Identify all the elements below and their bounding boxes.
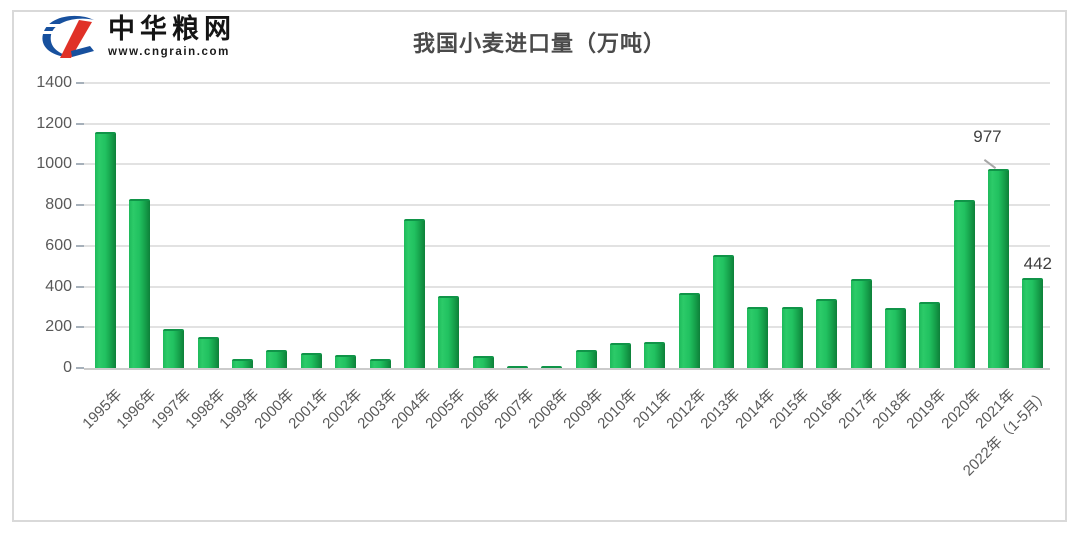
y-axis-tick-0 xyxy=(76,367,84,369)
y-axis-tick-200 xyxy=(76,326,84,329)
bar-2010年 xyxy=(610,342,632,368)
bar-2019年 xyxy=(919,301,941,368)
gridline-400 xyxy=(84,285,1050,288)
cngrain-logo: 中华粮网 www.cngrain.com xyxy=(38,13,236,59)
y-tick-label-600: 600 xyxy=(45,236,72,254)
data-label-442: 442 xyxy=(1023,254,1052,274)
bar-1997年 xyxy=(163,329,185,368)
y-tick-label-1400: 1400 xyxy=(36,74,72,91)
bar-2006年 xyxy=(472,355,494,368)
bar-2021年 xyxy=(987,169,1009,368)
bar-2022年1-5月 xyxy=(1022,278,1044,368)
y-tick-label-800: 800 xyxy=(45,196,72,214)
x-axis-line xyxy=(84,368,1050,370)
bar-2016年 xyxy=(816,298,838,368)
bar-2014年 xyxy=(747,306,769,368)
bar-2004年 xyxy=(403,219,425,368)
y-tick-label-0: 0 xyxy=(63,359,72,376)
y-axis-tick-800 xyxy=(76,204,84,207)
bar-2015年 xyxy=(781,306,803,368)
bar-1995年 xyxy=(94,131,116,368)
gridline-800 xyxy=(84,204,1050,207)
y-axis-tick-1400 xyxy=(76,82,84,84)
y-tick-label-400: 400 xyxy=(45,277,72,295)
y-tick-label-1000: 1000 xyxy=(36,155,72,173)
bar-2000年 xyxy=(266,349,288,368)
bar-1996年 xyxy=(129,199,151,368)
logo-url: www.cngrain.com xyxy=(108,46,230,58)
gridline-1400 xyxy=(84,82,1050,84)
bar-1998年 xyxy=(197,337,219,368)
y-axis-tick-1000 xyxy=(76,163,84,166)
y-tick-label-200: 200 xyxy=(45,318,72,336)
chart-title: 我国小麦进口量（万吨） xyxy=(412,31,666,56)
gridline-1200 xyxy=(84,122,1050,125)
bar-2018年 xyxy=(884,307,906,368)
bar-2009年 xyxy=(575,349,597,368)
bar-1999年 xyxy=(232,358,254,368)
bar-2008年 xyxy=(541,365,563,368)
chart-frame xyxy=(12,10,1067,522)
logo-title: 中华粮网 xyxy=(108,14,236,44)
data-label-977: 977 xyxy=(973,127,1002,147)
bar-2005年 xyxy=(438,295,460,368)
y-tick-label-1200: 1200 xyxy=(36,114,72,132)
gridline-1000 xyxy=(84,163,1050,166)
gridline-600 xyxy=(84,244,1050,247)
bar-2001年 xyxy=(300,352,322,368)
bar-2002年 xyxy=(335,354,357,368)
bar-2013年 xyxy=(713,255,735,368)
bar-2017年 xyxy=(850,279,872,368)
bar-2012年 xyxy=(678,292,700,368)
cngrain-logo-icon xyxy=(38,15,94,58)
bar-2007年 xyxy=(506,365,528,368)
gridline-200 xyxy=(84,326,1050,329)
bar-2003年 xyxy=(369,358,391,368)
y-axis-tick-1200 xyxy=(76,122,84,125)
bar-2011年 xyxy=(644,342,666,368)
bar-2020年 xyxy=(953,200,975,368)
y-axis-tick-400 xyxy=(76,285,84,288)
y-axis-tick-600 xyxy=(76,244,84,247)
